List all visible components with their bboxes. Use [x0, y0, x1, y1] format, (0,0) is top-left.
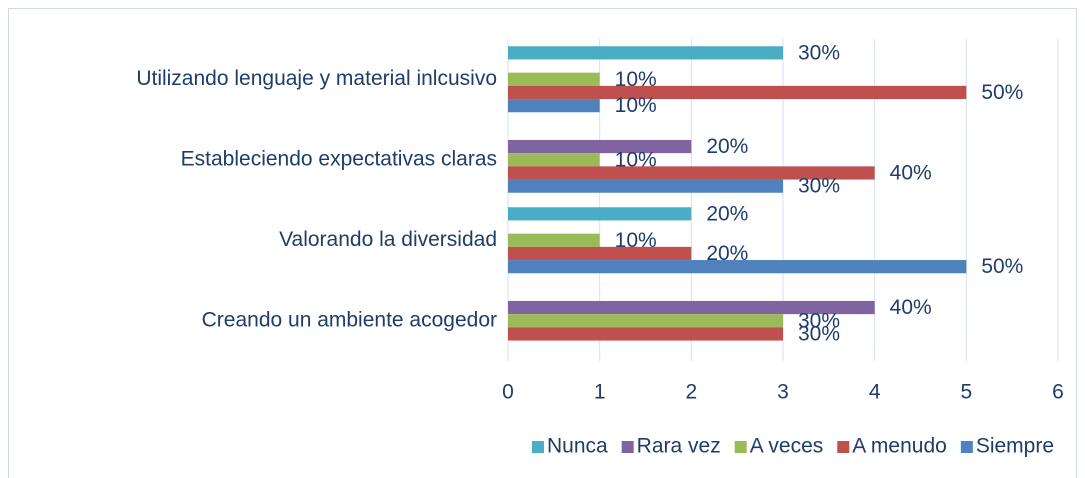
bar [508, 139, 692, 154]
bar [508, 72, 600, 86]
x-tick-label: 0 [502, 381, 514, 404]
bar [508, 260, 967, 274]
x-tick-label: 2 [685, 381, 697, 404]
y-tick-label: Valorando la diversidad [279, 228, 497, 251]
x-tick-label: 6 [1052, 381, 1064, 404]
bar [508, 233, 600, 247]
bar [508, 300, 875, 315]
data-label: 10% [615, 68, 657, 91]
bar [508, 246, 692, 261]
legend-label: Rara vez [637, 435, 721, 458]
y-tick-label: Utilizando lenguaje y material inlcusivo [136, 67, 497, 90]
y-tick-label: Estableciendo expectativas claras [181, 147, 497, 170]
data-label: 10% [615, 94, 657, 117]
bar [508, 153, 600, 167]
bar [508, 46, 783, 60]
x-tick-label: 3 [777, 381, 789, 404]
x-tick-label: 1 [594, 381, 606, 404]
legend-label: Siempre [976, 435, 1054, 458]
legend-label: Nunca [547, 435, 608, 458]
legend-label: A menudo [852, 435, 947, 458]
data-label: 20% [706, 242, 748, 265]
data-label: 20% [706, 135, 748, 158]
legend-swatch [837, 441, 850, 453]
data-label: 40% [890, 161, 932, 184]
data-label: 30% [798, 322, 840, 345]
bar [508, 327, 783, 341]
y-tick-label: Creando un ambiente acogedor [202, 308, 497, 331]
x-tick-label: 4 [869, 381, 881, 404]
bar [508, 179, 783, 193]
data-label: 30% [798, 41, 840, 64]
data-label: 10% [615, 229, 657, 252]
legend-swatch [621, 441, 634, 453]
data-label: 50% [981, 81, 1023, 104]
bar [508, 85, 967, 100]
legend-swatch [960, 441, 973, 453]
legend-swatch [531, 441, 544, 453]
data-label: 20% [706, 202, 748, 225]
data-label: 40% [890, 296, 932, 319]
bar [508, 166, 875, 180]
data-label: 50% [981, 255, 1023, 278]
x-tick-label: 5 [960, 381, 972, 404]
data-label: 10% [615, 148, 657, 171]
legend-label: A veces [750, 435, 824, 458]
data-label: 30% [798, 309, 840, 332]
bar [508, 314, 783, 328]
legend-swatch [734, 441, 747, 453]
data-label: 30% [798, 175, 840, 198]
bar [508, 207, 692, 221]
bar [508, 99, 600, 113]
